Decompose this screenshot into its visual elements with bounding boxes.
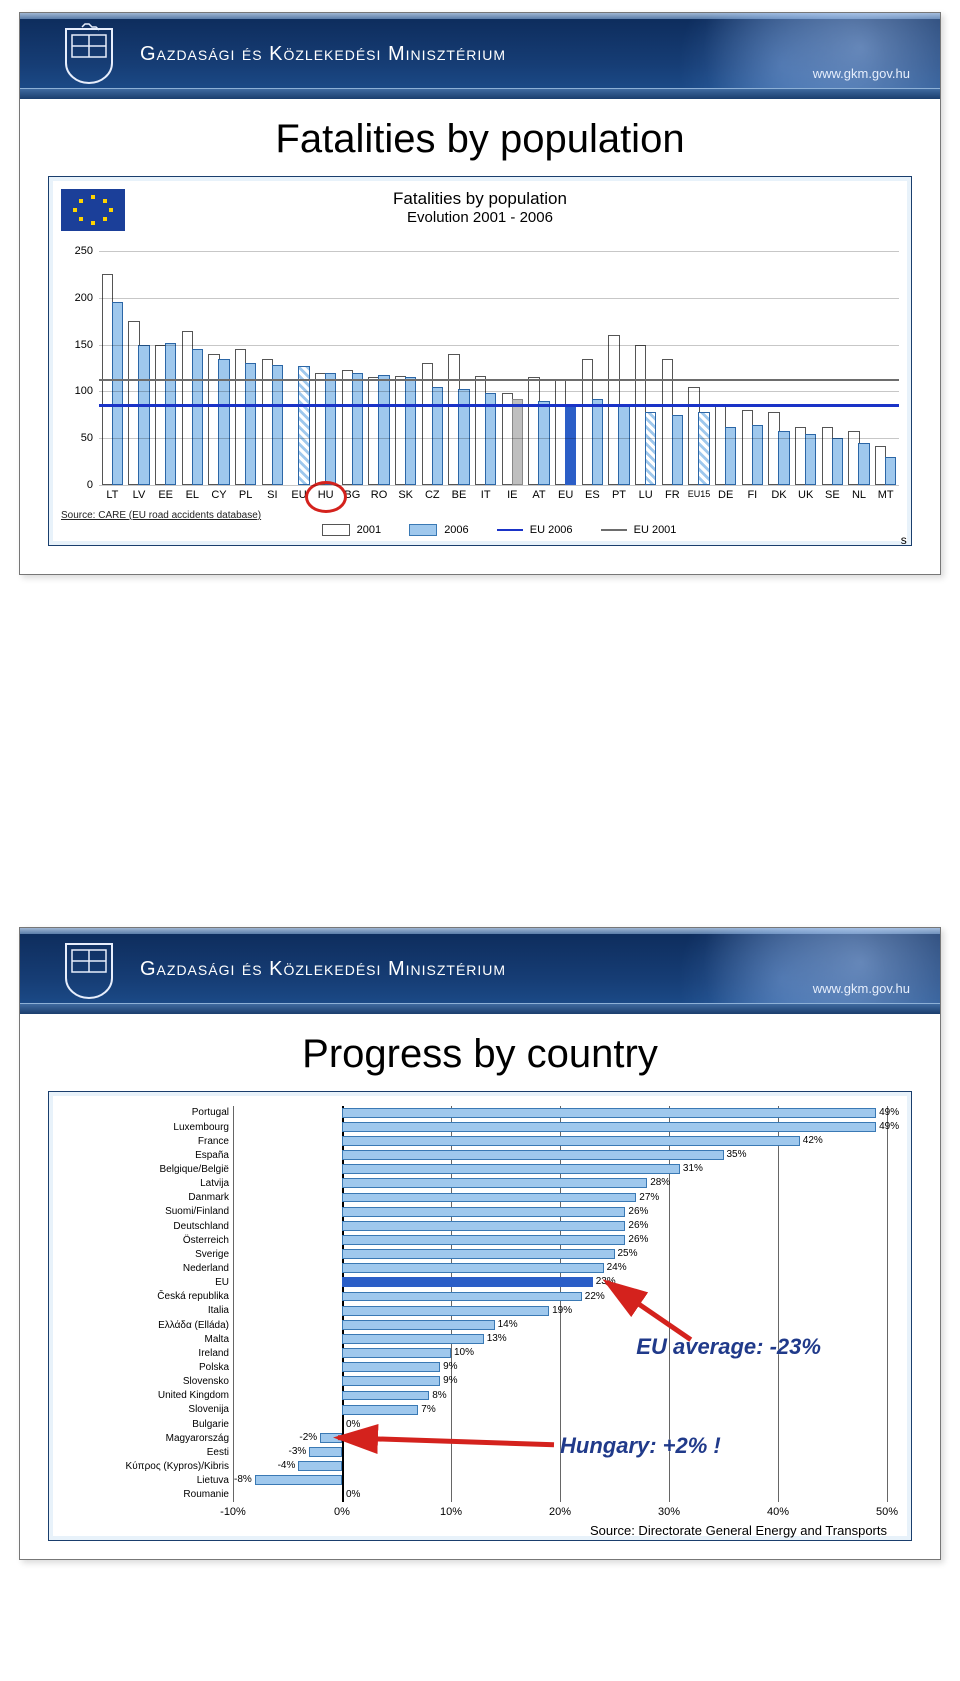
slide-fatalities: Gazdasági és Közlekedési Minisztérium ww… <box>19 12 941 575</box>
ref-line-eu2001 <box>99 379 899 381</box>
annotation-eu: EU average: -23% <box>636 1334 821 1360</box>
header-title: Gazdasági és Közlekedési Minisztérium <box>140 43 506 66</box>
slide1-title: Fatalities by population <box>20 117 940 162</box>
header-title: Gazdasági és Közlekedési Minisztérium <box>140 958 506 981</box>
header: Gazdasági és Közlekedési Minisztérium ww… <box>20 928 940 1014</box>
chart1-title: Fatalities by population <box>53 189 907 209</box>
header-globe <box>580 13 940 99</box>
legend-eu2001: EU 2001 <box>601 524 677 536</box>
chart2-source: Source: Directorate General Energy and T… <box>590 1523 887 1538</box>
header: Gazdasági és Közlekedési Minisztérium ww… <box>20 13 940 99</box>
ref-line-eu2006 <box>99 404 899 407</box>
chart1: Fatalities by population Evolution 2001 … <box>53 181 907 541</box>
chart1-source: Source: CARE (EU road accidents database… <box>61 510 261 521</box>
chart2: Portugal49%Luxembourg49%France42%España3… <box>53 1096 907 1536</box>
chart2-frame: Portugal49%Luxembourg49%France42%España3… <box>48 1091 912 1541</box>
header-globe <box>580 928 940 1014</box>
legend-eu2006: EU 2006 <box>497 524 573 536</box>
annotation-hu: Hungary: +2% ! <box>560 1433 721 1459</box>
crest-icon <box>62 938 116 1000</box>
header-url: www.gkm.gov.hu <box>813 981 910 996</box>
legend-2006: 2006 <box>409 524 469 536</box>
chart1-right-fragment: s <box>901 533 907 547</box>
legend-2001: 2001 <box>322 524 382 536</box>
slide-progress: Gazdasági és Közlekedési Minisztérium ww… <box>19 927 941 1560</box>
crest-icon <box>62 23 116 85</box>
header-url: www.gkm.gov.hu <box>813 66 910 81</box>
slide2-title: Progress by country <box>20 1032 940 1077</box>
chart1-subtitle: Evolution 2001 - 2006 <box>53 209 907 226</box>
chart1-plot <box>99 251 899 485</box>
chart1-legend: 2001 2006 EU 2006 EU 2001 <box>99 521 899 539</box>
chart2-xlabels: -10%0%10%20%30%40%50% <box>233 1506 887 1522</box>
chart1-frame: Fatalities by population Evolution 2001 … <box>48 176 912 546</box>
chart1-xlabels: LTLVEEELCYPLSIEUHUBGROSKCZBEITIEATEUESPT… <box>99 489 899 505</box>
